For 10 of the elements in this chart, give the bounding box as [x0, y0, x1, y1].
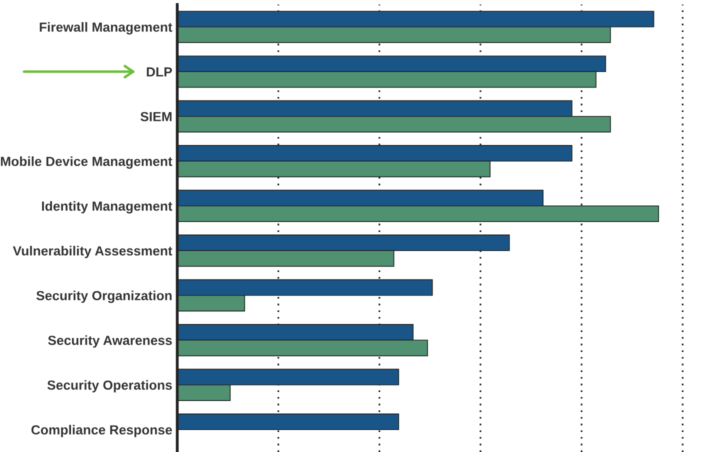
y-tick-label: Security Operations: [47, 380, 172, 392]
y-tick-label: Identity Management: [42, 201, 172, 214]
y-tick-label: Firewall Management: [40, 22, 172, 34]
y-tick-label: Security Organization: [36, 290, 172, 303]
y-tick-label: Security Awareness: [48, 335, 172, 348]
y-tick-label: Mobile Device Management: [0, 156, 172, 169]
y-tick-label: Vulnerability Assessment: [12, 246, 172, 258]
y-tick-label: DLP: [146, 67, 172, 76]
y-tick-label: Compliance Response: [31, 424, 172, 438]
y-tick-label: SIEM: [140, 112, 172, 122]
